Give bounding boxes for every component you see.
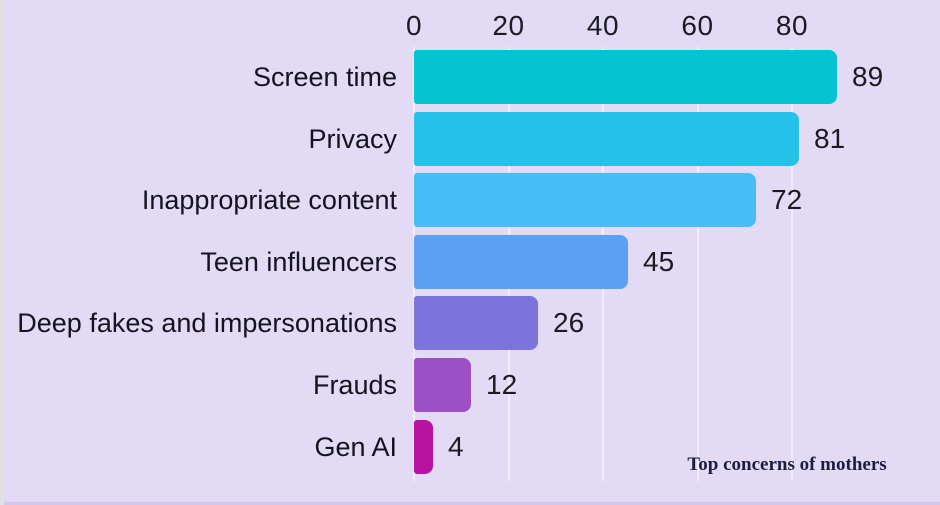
category-label-privacy: Privacy <box>308 123 397 154</box>
bar-row-privacy: Privacy 81 <box>0 111 940 166</box>
chart-annotation: Top concerns of mothers <box>687 454 887 475</box>
x-tick-label-0: 0 <box>405 10 423 41</box>
bar-deep-fakes-and-impersonations <box>414 296 538 351</box>
x-tick-label-20: 20 <box>492 10 525 41</box>
screen-bottom-edge <box>4 502 940 505</box>
bar-gen-ai <box>414 419 433 474</box>
bar-row-teen-influencers: Teen influencers 45 <box>0 234 940 289</box>
category-label-frauds: Frauds <box>312 370 397 400</box>
value-label-privacy: 81 <box>814 122 846 154</box>
x-tick-label-80: 80 <box>775 10 809 41</box>
bar-frauds <box>414 358 471 412</box>
category-label-teen-influencers: Teen influencers <box>200 246 397 277</box>
category-label-inappropriate-content: Inappropriate content <box>141 185 397 216</box>
x-tick-label-40: 40 <box>586 10 620 41</box>
bar-row-deep-fakes-and-impersonations: Deep fakes and impersonations 26 <box>0 296 940 351</box>
bar-inappropriate-content <box>414 173 756 228</box>
value-label-screen-time: 89 <box>852 61 884 92</box>
value-label-teen-influencers: 45 <box>643 245 675 277</box>
value-label-deep-fakes-and-impersonations: 26 <box>553 307 585 339</box>
screen-left-edge <box>0 0 4 505</box>
bar-row-frauds: Frauds 12 <box>0 358 940 412</box>
gridline-60 <box>696 47 699 481</box>
value-label-gen-ai: 4 <box>448 430 464 462</box>
value-label-frauds: 12 <box>486 369 518 400</box>
bar-row-inappropriate-content: Inappropriate content 72 <box>0 173 940 228</box>
gridline-80 <box>791 47 793 481</box>
value-label-inappropriate-content: 72 <box>771 184 803 216</box>
bar-row-gen-ai: Gen AI 4 <box>0 419 940 474</box>
bar-privacy <box>414 111 799 166</box>
category-label-deep-fakes-and-impersonations: Deep fakes and impersonations <box>17 308 397 339</box>
x-tick-label-60: 60 <box>681 10 714 41</box>
bar-screen-time <box>414 50 837 104</box>
category-label-gen-ai: Gen AI <box>314 431 397 462</box>
bar-teen-influencers <box>414 234 628 289</box>
category-label-screen-time: Screen time <box>252 62 397 92</box>
bar-row-screen-time: Screen time 89 <box>0 50 940 104</box>
